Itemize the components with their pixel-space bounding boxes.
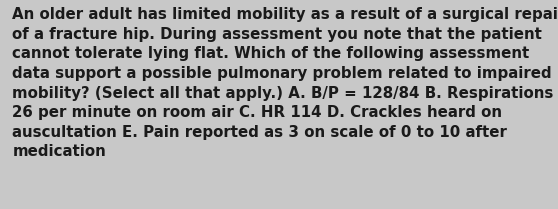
Text: An older adult has limited mobility as a result of a surgical repair
of a fractu: An older adult has limited mobility as a… bbox=[12, 7, 558, 159]
